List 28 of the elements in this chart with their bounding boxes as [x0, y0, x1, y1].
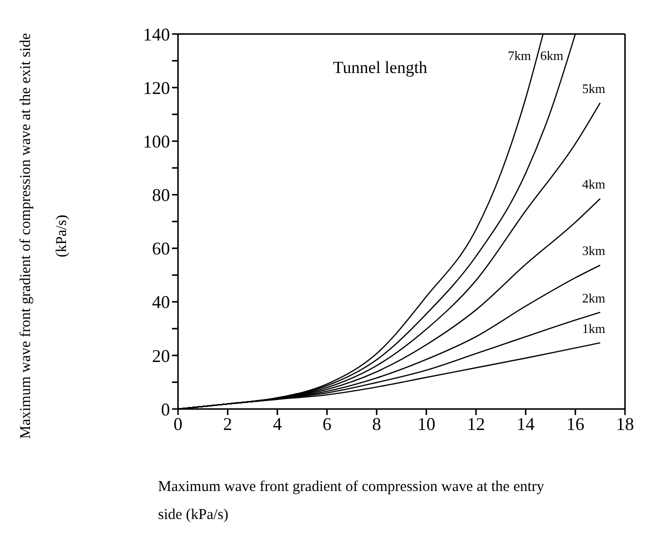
y-tick-label: 140: [143, 24, 170, 44]
y-tick-label: 0: [161, 399, 170, 420]
x-axis-title: Maximum wave front gradient of compression wave at the entry side (kPa/s): [158, 479, 545, 523]
x-tick-label: 0: [174, 414, 182, 434]
x-tick-label: 16: [566, 414, 584, 434]
x-tick-label: 6: [322, 414, 332, 434]
annotation: Tunnel length: [333, 58, 428, 77]
x-tick-label: 10: [417, 414, 436, 434]
series-label: 2km: [582, 290, 606, 306]
series-label: 1km: [582, 320, 606, 336]
x-tick-label: 14: [516, 414, 535, 434]
x-tick-label: 12: [467, 414, 485, 434]
series-label: 5km: [582, 80, 606, 96]
y-tick-label: 20: [152, 346, 170, 366]
y-tick-label: 100: [143, 132, 170, 152]
y-tick-label: 120: [143, 78, 170, 98]
x-tick-label: 18: [616, 414, 634, 434]
x-tick-label: 8: [372, 414, 382, 434]
series-label: 4km: [582, 176, 606, 192]
y-tick-label: 60: [152, 238, 170, 259]
x-tick-label: 2: [223, 414, 232, 434]
text: Maximum wave front gradient of compression wave at the exit side (kPa/s): [18, 33, 70, 439]
x-tick-label: 4: [272, 414, 282, 434]
series-label: 6km: [540, 48, 564, 63]
y-tick-label: 40: [152, 292, 170, 312]
series-label: 7km: [508, 48, 532, 63]
series-label: 3km: [582, 243, 606, 258]
y-tick-label: 80: [152, 185, 170, 206]
